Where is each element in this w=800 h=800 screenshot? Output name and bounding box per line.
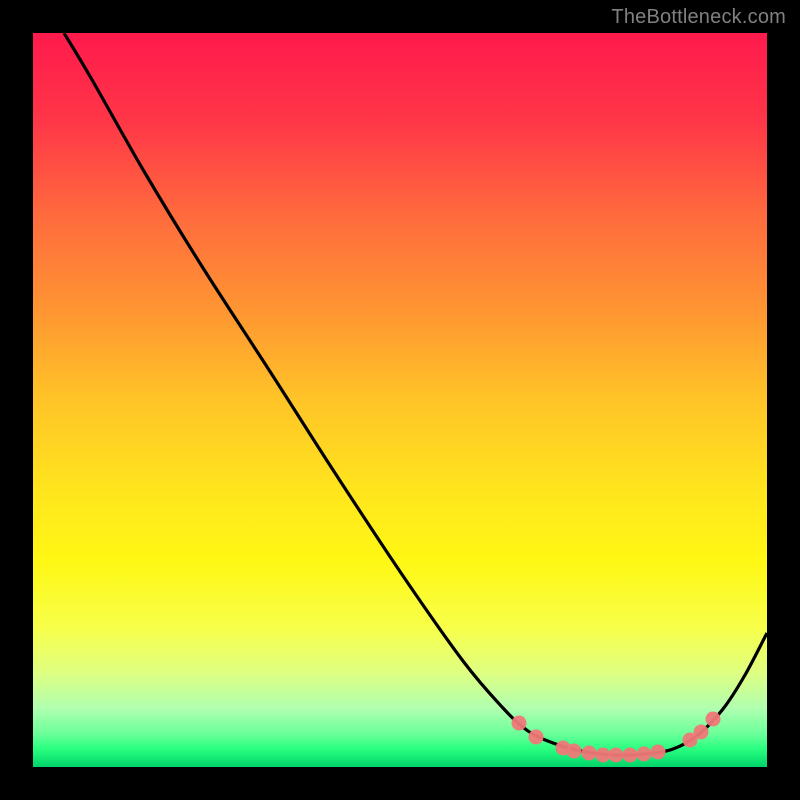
data-marker bbox=[609, 748, 624, 763]
marker-group bbox=[512, 712, 721, 763]
plot-area bbox=[33, 33, 767, 767]
curve-layer bbox=[33, 33, 767, 767]
attribution-text: TheBottleneck.com bbox=[611, 6, 786, 29]
data-marker bbox=[694, 725, 709, 740]
data-marker bbox=[567, 744, 582, 759]
data-marker bbox=[529, 730, 544, 745]
data-marker bbox=[512, 716, 527, 731]
data-marker bbox=[651, 745, 666, 760]
data-marker bbox=[623, 748, 638, 763]
chart-stage: TheBottleneck.com bbox=[0, 0, 800, 800]
data-marker bbox=[582, 746, 597, 761]
data-marker bbox=[596, 748, 611, 763]
performance-curve bbox=[64, 33, 767, 755]
data-marker bbox=[706, 712, 721, 727]
data-marker bbox=[637, 747, 652, 762]
